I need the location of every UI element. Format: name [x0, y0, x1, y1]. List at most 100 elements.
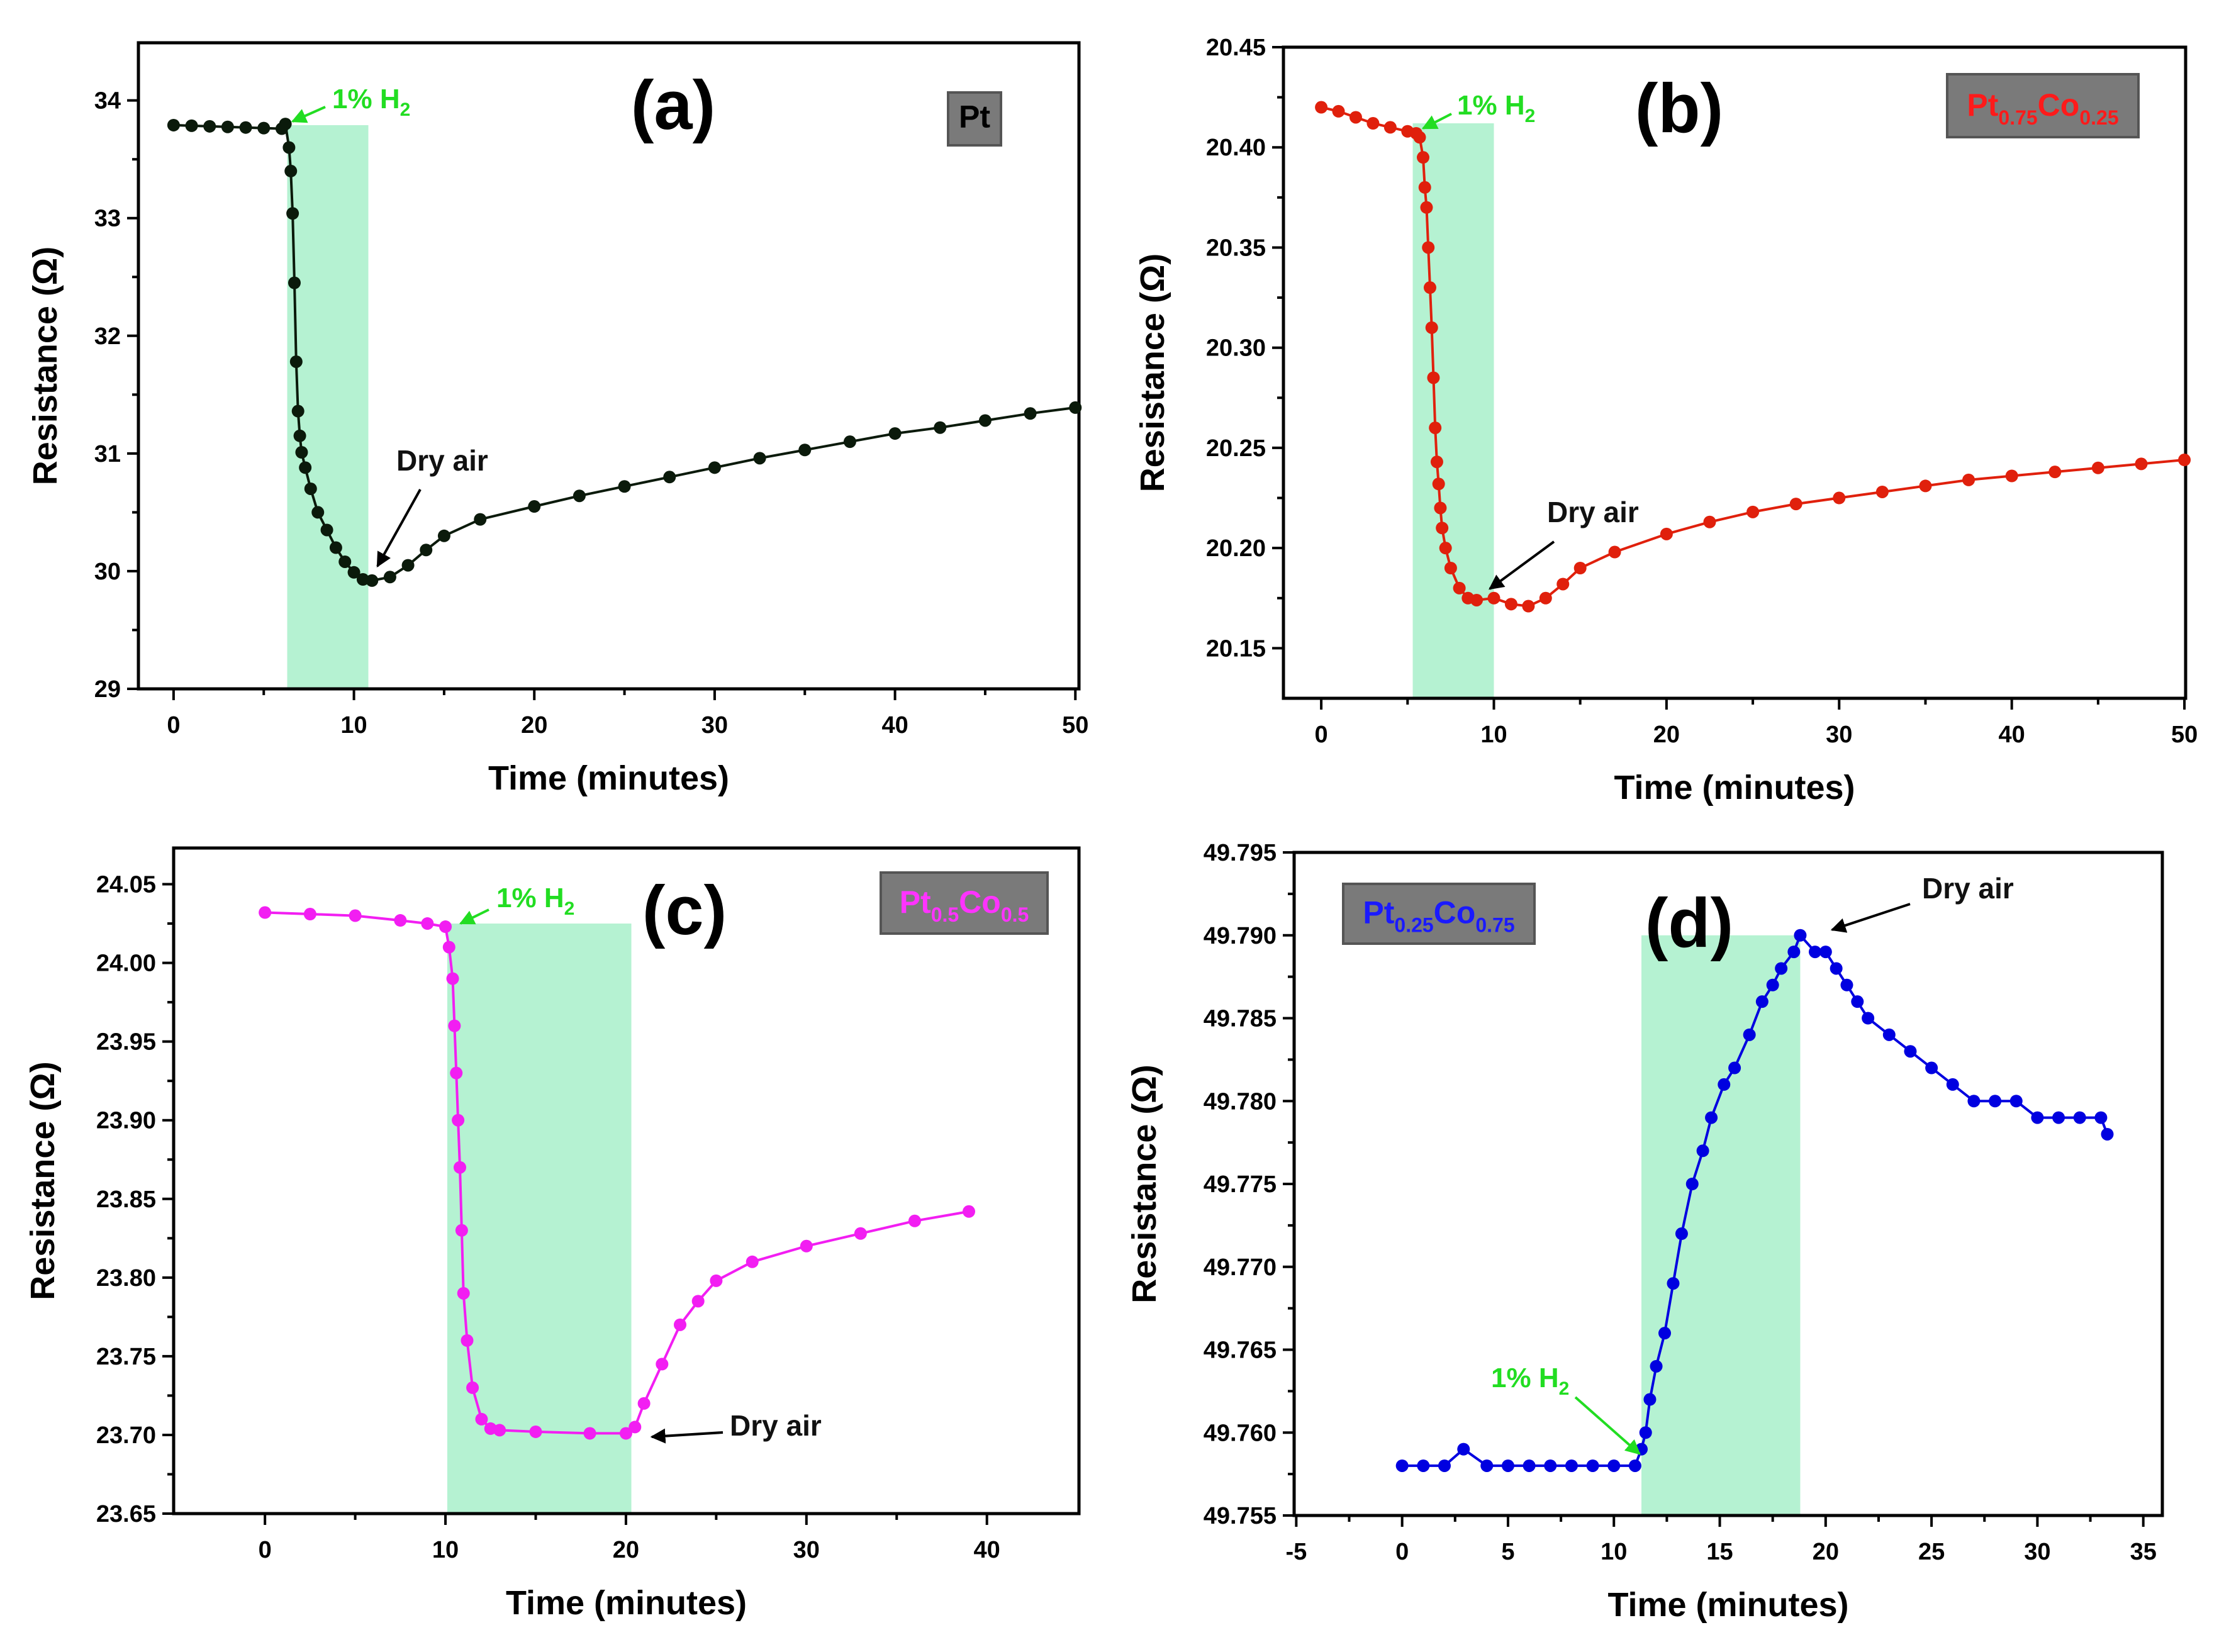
data-point	[1607, 1459, 1621, 1472]
y-tick-label: 23.95	[96, 1029, 156, 1056]
data-point	[2052, 1111, 2065, 1124]
data-point	[1703, 515, 1716, 528]
data-point	[1819, 946, 1832, 959]
x-tick-label: 30	[793, 1537, 820, 1563]
data-point	[1775, 962, 1788, 975]
data-point	[2009, 1095, 2023, 1108]
x-tick-label: 10	[432, 1537, 459, 1563]
x-tick-label: 40	[1999, 722, 2025, 748]
panel-label: (a)	[631, 67, 715, 144]
data-point	[474, 513, 487, 526]
y-tick-label: 49.790	[1204, 923, 1277, 949]
data-point	[1434, 501, 1447, 515]
h2-annotation-subscript: 2	[400, 99, 411, 120]
data-point	[529, 1425, 542, 1438]
sample-label-text: Pt	[1967, 87, 1998, 123]
data-point	[843, 435, 856, 449]
plot-frame	[1282, 45, 2188, 700]
data-point	[329, 541, 342, 554]
sample-label: Pt0.5Co0.5	[900, 885, 1029, 926]
y-tick-label: 49.795	[1204, 840, 1277, 866]
x-tick-label: 30	[701, 712, 728, 739]
data-point	[304, 482, 317, 495]
data-point	[1967, 1095, 1981, 1108]
y-tick-label: 49.760	[1204, 1420, 1277, 1446]
sample-label: Pt	[959, 99, 990, 134]
y-tick-label: 24.05	[96, 872, 156, 898]
data-point	[493, 1424, 506, 1437]
data-point	[629, 1420, 642, 1434]
y-tick-label: 49.775	[1204, 1171, 1277, 1198]
data-point	[710, 1274, 723, 1287]
data-point	[1366, 117, 1380, 130]
data-point	[1946, 1078, 1959, 1091]
h2-annotation-text: 1% H	[332, 84, 400, 114]
y-tick-label: 23.70	[96, 1422, 156, 1449]
h2-annotation-text: 1% H	[496, 883, 564, 913]
data-point	[282, 141, 296, 154]
data-point	[1315, 101, 1328, 114]
data-point	[383, 571, 396, 584]
data-point	[800, 1239, 813, 1253]
data-point	[1565, 1459, 1578, 1472]
data-point	[2094, 1111, 2108, 1124]
data-point	[1427, 371, 1440, 384]
sample-label-background	[880, 871, 1049, 935]
data-point	[1851, 995, 1864, 1008]
x-tick-label: 25	[1918, 1539, 1945, 1565]
dry-air-annotation: Dry air	[1922, 872, 2014, 905]
x-tick-label: 5	[1501, 1539, 1514, 1565]
data-point	[1608, 545, 1621, 559]
y-axis-title: Resistance (Ω)	[1134, 254, 1171, 492]
sample-label-subscript: 0.75	[1475, 914, 1514, 937]
data-point	[1544, 1459, 1557, 1472]
data-point	[311, 506, 325, 519]
data-point	[1420, 201, 1433, 214]
data-point	[347, 566, 360, 579]
data-point	[1487, 591, 1500, 605]
data-point	[303, 908, 316, 921]
data-point	[1658, 1327, 1672, 1340]
sample-label-subscript: 0.25	[2079, 106, 2118, 129]
x-tick-label: 30	[2024, 1539, 2050, 1565]
data-point	[2073, 1111, 2086, 1124]
data-point	[185, 119, 198, 132]
x-tick-label: 10	[1480, 722, 1507, 748]
data-point	[1766, 978, 1779, 991]
h2-annotation-subscript: 2	[1559, 1378, 1570, 1399]
sample-label-text: Co	[1434, 895, 1476, 930]
data-point	[1453, 581, 1466, 594]
data-point	[1470, 593, 1484, 606]
data-point	[637, 1397, 651, 1410]
x-tick-label: 20	[1653, 722, 1680, 748]
sample-label-text: Pt	[959, 99, 990, 134]
data-point	[1794, 929, 1807, 942]
data-point	[1480, 1459, 1494, 1472]
panel-b: 0 10 20 30 40 5020.1520.2020.2520.3020.3520.4…	[1134, 35, 2198, 806]
y-tick-label: 20.20	[1206, 535, 1266, 562]
data-point	[1685, 1178, 1699, 1190]
data-point	[2048, 466, 2062, 479]
y-tick-label: 49.780	[1204, 1088, 1277, 1115]
h2-annotation: 1% H2	[332, 84, 410, 120]
data-point	[239, 121, 252, 134]
data-point	[1830, 962, 1843, 975]
h2-annotation: 1% H2	[1457, 90, 1535, 126]
data-point	[286, 207, 299, 220]
data-point	[1586, 1459, 1599, 1472]
y-tick-label: 23.90	[96, 1108, 156, 1134]
data-point	[366, 574, 379, 587]
x-tick-label: 20	[1813, 1539, 1839, 1565]
data-point	[450, 1066, 463, 1080]
h2-arrow-icon	[291, 106, 326, 123]
x-tick-label: 10	[340, 712, 367, 739]
data-point	[453, 1161, 466, 1174]
data-point	[1809, 946, 1821, 959]
data-point	[455, 1224, 468, 1237]
y-tick-label: 20.15	[1206, 635, 1266, 662]
data-point	[1069, 401, 1082, 414]
data-point	[1667, 1277, 1680, 1290]
data-point	[1504, 598, 1517, 611]
data-point	[1789, 498, 1802, 511]
